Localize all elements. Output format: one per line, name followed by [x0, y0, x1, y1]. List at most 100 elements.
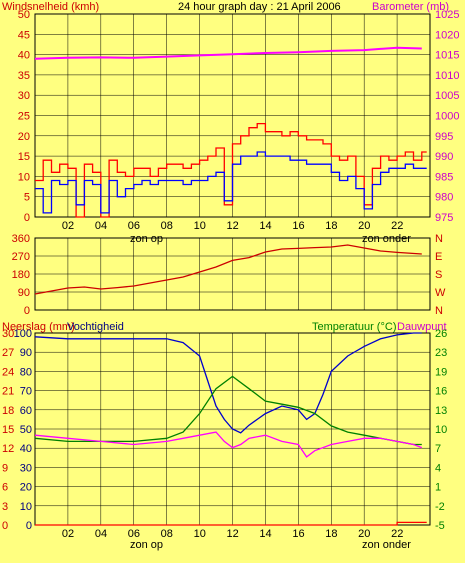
- temperature-tick-label: 23: [435, 347, 447, 359]
- y-tick-label: 360: [12, 233, 30, 245]
- compass-label: N: [435, 233, 443, 245]
- x-tick-label: 04: [95, 528, 107, 540]
- humidity-tick-label: 60: [20, 405, 32, 417]
- rain-tick-label: 18: [2, 405, 14, 417]
- temperature-tick-label: -5: [435, 520, 445, 532]
- y-tick-label: 40: [18, 50, 30, 62]
- x-tick-label: 22: [391, 528, 403, 540]
- y-tick-label: 270: [12, 251, 30, 263]
- compass-label: N: [435, 305, 443, 317]
- humidity-tick-label: 40: [20, 443, 32, 455]
- temp-series-line: [34, 375, 422, 446]
- x-tick-label: 06: [128, 528, 140, 540]
- x-tick-label: 12: [227, 528, 239, 540]
- rain-tick-label: 12: [2, 443, 14, 455]
- y-tick-label: 25: [18, 111, 30, 123]
- sunset-label: zon onder: [362, 233, 411, 245]
- y-tick-label: 0: [24, 212, 30, 224]
- dew-series-line: [34, 431, 423, 458]
- x-tick-label: 12: [227, 220, 239, 232]
- sunset-label-bottom: zon onder: [362, 539, 411, 551]
- x-tick-label: 14: [259, 528, 271, 540]
- humidity-tick-label: 30: [20, 462, 32, 474]
- x-tick-label: 14: [259, 220, 271, 232]
- temperature-tick-label: 19: [435, 366, 447, 378]
- y-tick-label: 45: [18, 29, 30, 41]
- x-tick-label: 16: [292, 220, 304, 232]
- x-tick-label: 18: [325, 220, 337, 232]
- temperature-label: Temperatuur (°C): [312, 321, 396, 333]
- sunrise-label-bottom: zon op: [130, 539, 163, 551]
- y2-tick-label: 1015: [435, 50, 459, 62]
- x-tick-label: 08: [161, 528, 173, 540]
- y-tick-label: 5: [24, 192, 30, 204]
- dir-series-line: [34, 244, 422, 295]
- x-tick-label: 08: [161, 220, 173, 232]
- barometer-label: Barometer (mb): [372, 1, 449, 13]
- rain-tick-label: 27: [2, 347, 14, 359]
- temperature-tick-label: 7: [435, 443, 441, 455]
- humidity-tick-label: 20: [20, 482, 32, 494]
- x-tick-label: 02: [62, 528, 74, 540]
- compass-label: E: [435, 251, 442, 263]
- x-tick-label: 18: [325, 528, 337, 540]
- wind-speed-label: Windsnelheid (kmh): [2, 1, 99, 13]
- chart-title: 24 hour graph day : 21 April 2006: [178, 1, 341, 13]
- temperature-tick-label: 16: [435, 386, 447, 398]
- temperature-tick-label: 26: [435, 328, 447, 340]
- wind-series-line: [35, 151, 427, 214]
- humidity-label: Vochtigheid: [67, 321, 124, 333]
- temperature-tick-label: 4: [435, 462, 441, 474]
- temperature-tick-label: 13: [435, 405, 447, 417]
- y-tick-label: 10: [18, 171, 30, 183]
- humidity-tick-label: 70: [20, 386, 32, 398]
- y2-tick-label: 990: [435, 151, 453, 163]
- y2-tick-label: 1005: [435, 90, 459, 102]
- rain-tick-label: 6: [2, 482, 8, 494]
- rain-tick-label: 21: [2, 386, 14, 398]
- y-tick-label: 30: [18, 90, 30, 102]
- rain-tick-label: 15: [2, 424, 14, 436]
- y2-tick-label: 980: [435, 192, 453, 204]
- humidity-tick-label: 80: [20, 366, 32, 378]
- y-tick-label: 20: [18, 131, 30, 143]
- y-tick-label: 50: [18, 9, 30, 21]
- y2-tick-label: 1025: [435, 9, 459, 21]
- baro-series-line: [34, 46, 422, 60]
- y2-tick-label: 1010: [435, 70, 459, 82]
- humidity-tick-label: 90: [20, 347, 32, 359]
- x-tick-label: 22: [391, 220, 403, 232]
- x-tick-label: 10: [194, 528, 206, 540]
- temperature-tick-label: 10: [435, 424, 447, 436]
- sunrise-label: zon op: [130, 233, 163, 245]
- rain-series-line: [35, 521, 427, 526]
- rain-tick-label: 3: [2, 501, 8, 513]
- x-tick-label: 10: [194, 220, 206, 232]
- y-tick-label: 15: [18, 151, 30, 163]
- x-tick-label: 02: [62, 220, 74, 232]
- y2-tick-label: 985: [435, 171, 453, 183]
- x-tick-label: 20: [358, 528, 370, 540]
- humidity-tick-label: 10: [20, 501, 32, 513]
- y2-tick-label: 975: [435, 212, 453, 224]
- rain-tick-label: 9: [2, 462, 8, 474]
- x-tick-label: 16: [292, 528, 304, 540]
- x-tick-label: 20: [358, 220, 370, 232]
- compass-label: W: [435, 287, 446, 299]
- y2-tick-label: 995: [435, 131, 453, 143]
- humidity-tick-label: 50: [20, 424, 32, 436]
- y-tick-label: 0: [24, 305, 30, 317]
- compass-label: S: [435, 269, 442, 281]
- hum-series-line: [34, 332, 422, 434]
- y-tick-label: 90: [18, 287, 30, 299]
- temperature-tick-label: -2: [435, 501, 445, 513]
- rain-tick-label: 24: [2, 366, 14, 378]
- rain-tick-label: 30: [2, 328, 14, 340]
- temperature-tick-label: 1: [435, 482, 441, 494]
- humidity-tick-label: 0: [26, 520, 32, 532]
- x-tick-label: 06: [128, 220, 140, 232]
- rain-label: Neerslag (mm): [2, 321, 75, 333]
- y-tick-label: 35: [18, 70, 30, 82]
- humidity-tick-label: 100: [14, 328, 32, 340]
